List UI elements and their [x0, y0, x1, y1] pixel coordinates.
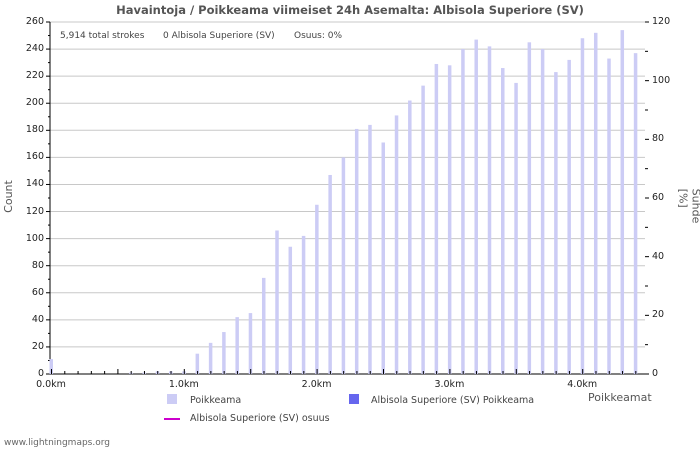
bar: [261, 277, 266, 374]
legend-swatch-poikkeama: [167, 394, 177, 404]
bar: [593, 32, 598, 374]
bar: [474, 39, 478, 374]
bar: [288, 246, 293, 374]
bar: [368, 124, 372, 375]
y-right-tick: 120: [652, 16, 671, 27]
bar: [301, 235, 306, 374]
bar: [235, 317, 239, 374]
share-percent: Osuus: 0%: [294, 31, 343, 41]
bar: [567, 59, 571, 375]
x-tick: 2.0km: [301, 379, 332, 390]
legend-swatch-station-poikkeama: [349, 394, 359, 404]
y-left-tick: 20: [31, 340, 44, 352]
x-tick: 4.0km: [567, 379, 598, 390]
bar: [421, 85, 425, 374]
bar: [195, 353, 200, 374]
y-left-tick: 180: [25, 124, 44, 136]
bar: [354, 128, 359, 374]
y-right-tick: 20: [652, 309, 665, 321]
credit-link[interactable]: www.lightningmaps.org: [4, 438, 110, 448]
y-right-tick: 0: [652, 368, 659, 379]
y-left-tick: 220: [25, 70, 44, 82]
x-axis-title: Poikkeamat: [588, 391, 652, 404]
y-left-title: Count: [1, 180, 15, 213]
bar: [434, 63, 439, 374]
y-right-title: Suhde [%]: [676, 188, 700, 224]
legend-label-station-poikkeama: Albisola Superiore (SV) Poikkeama: [371, 395, 535, 406]
bar: [408, 100, 412, 375]
y-left-tick: 100: [25, 232, 44, 244]
bar: [222, 332, 226, 374]
x-tick: 1.0km: [168, 379, 199, 390]
bar: [487, 46, 492, 374]
chart-title: Havaintoja / Poikkeama viimeiset 24h Ase…: [116, 3, 584, 17]
y-left-tick: 0: [37, 368, 44, 379]
y-right-tick: 80: [652, 133, 665, 145]
y-left-tick: 140: [25, 178, 44, 190]
y-left-tick: 120: [25, 205, 44, 217]
bar: [461, 49, 465, 374]
bar: [341, 157, 346, 374]
bar: [208, 342, 213, 374]
bar: [275, 230, 279, 374]
legend-line-station-osuus: [164, 418, 180, 420]
x-tick: 0.0km: [36, 379, 66, 390]
bar: [580, 38, 585, 374]
bar: [514, 82, 518, 374]
legend-label-poikkeama: Poikkeama: [190, 395, 242, 406]
y-left-tick: 80: [31, 259, 44, 271]
bar: [554, 72, 558, 374]
y-right-tick: 40: [652, 250, 665, 262]
station-strokes: 0 Albisola Superiore (SV): [163, 31, 275, 41]
y-left-tick: 60: [31, 286, 44, 298]
y-left-tick: 200: [25, 97, 44, 109]
bar: [315, 204, 319, 374]
bar: [394, 115, 399, 375]
bar: [633, 53, 638, 375]
bar: [49, 359, 53, 374]
y-left-tick: 240: [25, 43, 44, 55]
x-tick: 3.0km: [434, 379, 465, 390]
bar: [607, 58, 611, 375]
y-left-tick: 160: [25, 151, 44, 163]
y-right-tick: 60: [652, 192, 665, 203]
total-strokes: 5,914 total strokes: [60, 31, 145, 41]
bar: [620, 30, 625, 374]
bar: [501, 68, 505, 375]
bar: [447, 65, 452, 375]
y-left-tick: 40: [31, 313, 44, 325]
bar: [527, 42, 532, 375]
bar: [248, 313, 253, 374]
bar: [381, 142, 385, 374]
bar: [540, 49, 545, 374]
y-right-tick: 100: [652, 74, 671, 86]
y-left-tick: 260: [25, 16, 44, 27]
legend-label-station-osuus: Albisola Superiore (SV) osuus: [190, 413, 330, 424]
bar: [328, 174, 332, 374]
